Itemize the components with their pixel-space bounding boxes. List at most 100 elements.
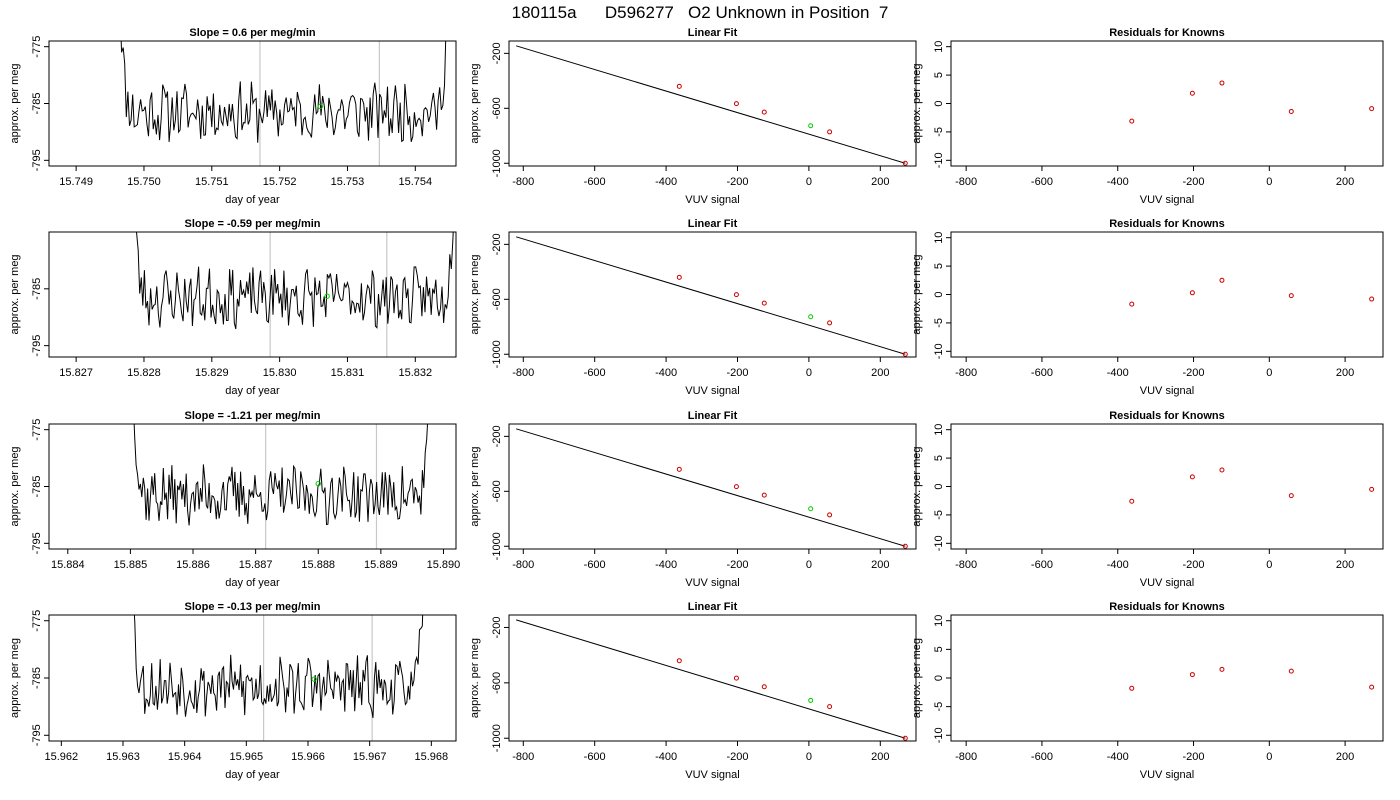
- x-tick-label: 15.884: [51, 559, 85, 571]
- plot-area: [515, 236, 908, 357]
- signal-trace: [133, 424, 428, 526]
- y-axis-label: approx. per meg: [9, 63, 21, 143]
- plot-area: [1129, 80, 1375, 124]
- y-tick-label: -775: [31, 610, 43, 632]
- y-tick-label: -200: [491, 616, 503, 638]
- fit-line: [515, 45, 906, 164]
- x-tick-label: -400: [1107, 176, 1129, 188]
- fit-line: [515, 236, 906, 355]
- y-tick-label: -785: [31, 278, 43, 300]
- residual-point: [1369, 296, 1375, 302]
- y-tick-label: -600: [491, 672, 503, 694]
- x-tick-label: -400: [655, 367, 677, 379]
- x-tick-label: -600: [1031, 176, 1053, 188]
- unknown-marker: [317, 103, 324, 110]
- unknown-point: [808, 123, 814, 129]
- known-point: [761, 109, 767, 115]
- x-tick-label: -800: [512, 751, 534, 763]
- residual-point: [1129, 118, 1135, 124]
- x-tick-label: 0: [806, 367, 812, 379]
- y-tick-label: 5: [933, 646, 945, 652]
- x-axis-label: VUV signal: [1140, 385, 1194, 397]
- plot-frame: [48, 614, 457, 742]
- x-tick-label: -200: [726, 559, 748, 571]
- residual-point: [1189, 90, 1195, 96]
- plot-area: [1129, 666, 1375, 691]
- panel-title: Residuals for Knowns: [1109, 601, 1225, 613]
- known-point: [761, 684, 767, 690]
- x-tick-label: -600: [584, 559, 606, 571]
- residual-point: [1288, 293, 1294, 299]
- x-axis-label: day of year: [225, 577, 280, 589]
- x-tick-label: 15.754: [398, 176, 432, 188]
- x-tick-label: 15.963: [106, 751, 140, 763]
- x-tick-label: 200: [871, 559, 889, 571]
- x-tick-label: 15.887: [239, 559, 273, 571]
- x-tick-label: -800: [512, 176, 534, 188]
- plot-area: [133, 424, 428, 549]
- y-tick-label: -785: [31, 667, 43, 689]
- y-tick-label: 0: [933, 675, 945, 681]
- panel-title: Residuals for Knowns: [1109, 410, 1225, 422]
- y-tick-label: -10: [933, 152, 945, 168]
- known-point: [733, 292, 739, 298]
- y-tick-label: -200: [491, 233, 503, 255]
- x-tick-label: 15.890: [427, 559, 461, 571]
- y-tick-label: -200: [491, 425, 503, 447]
- y-tick-label: -1000: [491, 532, 503, 560]
- y-tick-label: -795: [31, 335, 43, 357]
- residual-point: [1369, 684, 1375, 690]
- y-tick-label: 10: [933, 615, 945, 627]
- x-tick-label: -200: [726, 176, 748, 188]
- x-tick-label: 15.962: [45, 751, 79, 763]
- x-axis-label: day of year: [225, 385, 280, 397]
- known-point: [827, 320, 833, 326]
- x-tick-label: 15.753: [331, 176, 365, 188]
- x-tick-label: -400: [1107, 751, 1129, 763]
- x-tick-label: -200: [1183, 176, 1205, 188]
- plot-frame: [48, 423, 457, 550]
- x-tick-label: -600: [1031, 367, 1053, 379]
- residual-point: [1288, 493, 1294, 499]
- y-tick-label: -10: [933, 535, 945, 551]
- x-tick-label: -600: [1031, 751, 1053, 763]
- x-tick-label: 15.967: [353, 751, 387, 763]
- panel-title: Linear Fit: [688, 601, 738, 613]
- x-axis-label: VUV signal: [685, 769, 739, 781]
- x-axis-label: VUV signal: [685, 577, 739, 589]
- plot-area: [120, 41, 447, 166]
- x-tick-label: -400: [655, 559, 677, 571]
- plot-area: [1129, 277, 1375, 307]
- known-point: [761, 492, 767, 498]
- x-axis-label: VUV signal: [1140, 577, 1194, 589]
- y-tick-label: 10: [933, 41, 945, 53]
- y-tick-label: 10: [933, 424, 945, 436]
- panel-title: Slope = 0.6 per meg/min: [189, 27, 316, 39]
- y-axis-label: approx. per meg: [911, 63, 923, 143]
- x-tick-label: 15.888: [301, 559, 335, 571]
- x-tick-label: -800: [512, 367, 534, 379]
- residual-point: [1189, 290, 1195, 296]
- known-point: [733, 675, 739, 681]
- known-point: [733, 101, 739, 107]
- signal-trace: [136, 232, 454, 330]
- residual-point: [1189, 474, 1195, 480]
- x-tick-label: 15.966: [291, 751, 325, 763]
- x-tick-label: -600: [1031, 559, 1053, 571]
- residual-point: [1129, 301, 1135, 307]
- y-axis-label: approx. per meg: [469, 254, 481, 334]
- plot-area: [133, 615, 424, 741]
- y-tick-label: -795: [31, 724, 43, 746]
- y-tick-label: -600: [491, 97, 503, 119]
- y-tick-label: -600: [491, 480, 503, 502]
- plot-frame: [48, 40, 457, 167]
- y-tick-label: -5: [933, 510, 945, 520]
- x-tick-label: -600: [584, 367, 606, 379]
- x-axis-label: VUV signal: [1140, 194, 1194, 206]
- x-tick-label: 0: [806, 559, 812, 571]
- y-tick-label: -600: [491, 288, 503, 310]
- known-point: [761, 300, 767, 306]
- y-axis-label: approx. per meg: [9, 638, 21, 718]
- y-axis-label: approx. per meg: [469, 638, 481, 718]
- x-tick-label: -200: [1183, 751, 1205, 763]
